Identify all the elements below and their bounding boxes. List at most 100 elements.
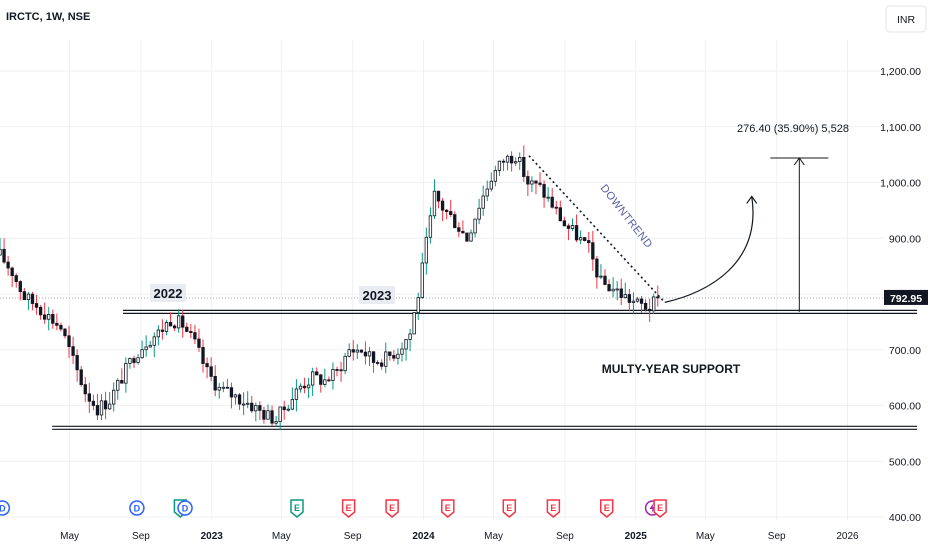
candle-body bbox=[449, 211, 453, 216]
candles bbox=[0, 145, 660, 431]
earnings-marker[interactable] bbox=[385, 499, 399, 518]
candle-body bbox=[136, 357, 140, 363]
candle-body bbox=[310, 371, 315, 386]
candle-body bbox=[375, 362, 380, 364]
dividend-marker[interactable] bbox=[0, 500, 11, 516]
x-tick-label: May bbox=[484, 531, 503, 542]
label-2023-text: 2023 bbox=[363, 288, 392, 303]
candle-body bbox=[294, 388, 299, 400]
candle-body bbox=[51, 314, 55, 324]
candle-body bbox=[534, 180, 538, 184]
candle-body bbox=[404, 339, 408, 350]
earnings-marker[interactable] bbox=[502, 499, 517, 518]
currency-button-frame[interactable] bbox=[885, 5, 927, 33]
candle-body bbox=[485, 188, 489, 197]
candle-body bbox=[116, 380, 120, 391]
candle-body bbox=[432, 190, 437, 217]
dividend-marker-label: D bbox=[182, 504, 189, 514]
candle-body bbox=[63, 328, 67, 337]
label-2022: 2022 bbox=[150, 284, 186, 302]
candle-body bbox=[197, 338, 201, 348]
candle-body bbox=[591, 242, 595, 260]
candle-body bbox=[355, 349, 359, 353]
label-2022-text: 2022 bbox=[154, 286, 183, 301]
candle-body bbox=[635, 298, 640, 302]
candle-body bbox=[371, 351, 376, 363]
candle-body bbox=[643, 302, 648, 310]
candle-body bbox=[148, 344, 152, 348]
event-markers[interactable]: DDEDEEEEEEEE bbox=[0, 499, 667, 518]
candle-body bbox=[205, 363, 209, 368]
candle-body bbox=[481, 195, 485, 209]
candle-body bbox=[457, 227, 461, 232]
x-tick-label: 2024 bbox=[412, 531, 435, 542]
candle-body bbox=[270, 410, 274, 424]
earnings-marker-label: E bbox=[604, 503, 610, 513]
candle-body bbox=[241, 403, 246, 406]
symbol-title: IRCTC, 1W, NSE bbox=[6, 11, 90, 23]
earnings-marker[interactable] bbox=[653, 499, 667, 518]
candle-body bbox=[14, 275, 18, 282]
y-tick-label: 500.00 bbox=[889, 456, 921, 468]
earnings-marker[interactable] bbox=[290, 499, 304, 518]
candle-body bbox=[0, 248, 2, 256]
earnings-marker[interactable] bbox=[441, 499, 455, 518]
currency-button[interactable]: INR bbox=[885, 5, 927, 33]
dividend-marker-label: D bbox=[0, 504, 6, 514]
candle-body bbox=[319, 374, 323, 385]
candle-body bbox=[497, 160, 502, 171]
candle-body bbox=[489, 180, 493, 190]
x-tick-label: 2023 bbox=[201, 531, 224, 542]
candle-body bbox=[412, 312, 416, 335]
candle-body bbox=[408, 333, 412, 340]
candle-body bbox=[99, 400, 104, 416]
candle-body bbox=[132, 358, 136, 363]
candle-body bbox=[91, 400, 96, 406]
candle-body bbox=[530, 180, 534, 185]
currency-button-label[interactable]: INR bbox=[897, 14, 916, 26]
candle-body bbox=[444, 209, 449, 212]
dividend-marker[interactable] bbox=[177, 500, 193, 516]
earnings-marker[interactable] bbox=[599, 499, 614, 518]
candle-body bbox=[396, 353, 400, 359]
candle-body bbox=[546, 196, 550, 199]
projection-curve bbox=[664, 196, 754, 303]
candle-body bbox=[363, 351, 368, 357]
candle-body bbox=[631, 300, 636, 303]
candle-body bbox=[343, 355, 347, 372]
candle-body bbox=[639, 298, 644, 304]
candle-body bbox=[339, 369, 343, 372]
candle-body bbox=[274, 421, 278, 424]
candle-body bbox=[302, 385, 307, 389]
candle-body bbox=[518, 156, 522, 163]
candle-body bbox=[112, 389, 116, 405]
candle-body bbox=[384, 351, 388, 367]
axes: 1,200.001,100.001,000.00900.00800.00700.… bbox=[60, 66, 921, 542]
candle-body bbox=[652, 296, 656, 312]
x-tick-label: Sep bbox=[344, 531, 362, 542]
measure-arrowhead bbox=[793, 157, 805, 166]
candle-body bbox=[95, 405, 100, 416]
candle-body bbox=[453, 214, 457, 229]
candle-body bbox=[128, 358, 132, 364]
candle-body bbox=[286, 408, 290, 411]
candle-body bbox=[10, 267, 14, 277]
candle-body bbox=[221, 386, 225, 389]
y-tick-label: 400.00 bbox=[889, 512, 921, 524]
candle-body bbox=[469, 232, 473, 242]
candle-body bbox=[103, 400, 108, 410]
candle-body bbox=[176, 315, 181, 329]
dividend-marker[interactable] bbox=[129, 500, 145, 516]
candle-body bbox=[168, 322, 173, 327]
candle-body bbox=[229, 387, 234, 398]
candle-body bbox=[290, 399, 295, 410]
earnings-marker[interactable] bbox=[546, 499, 561, 518]
x-tick-label: Sep bbox=[768, 531, 786, 542]
earnings-marker[interactable] bbox=[341, 499, 356, 518]
candle-body bbox=[562, 220, 567, 227]
candle-body bbox=[79, 369, 83, 386]
candle-body bbox=[160, 329, 165, 332]
candle-body bbox=[493, 170, 498, 182]
last-price-badge-bg bbox=[884, 289, 928, 305]
